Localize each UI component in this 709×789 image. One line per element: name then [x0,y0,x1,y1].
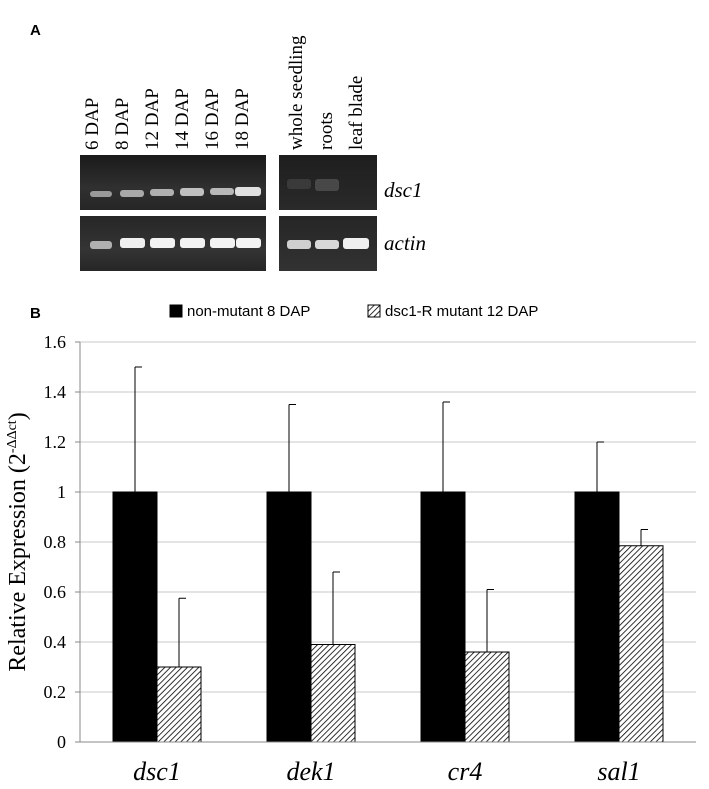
y-axis-label: Relative Expression (2-ΔΔct) [5,412,31,671]
band [180,188,204,196]
gene-label-dsc1: dsc1 [384,178,423,202]
band [235,187,261,196]
bar-non-mutant [112,491,158,743]
band [210,188,234,195]
y-tick-label: 1.2 [44,432,67,452]
band [180,238,205,248]
bar-non-mutant [266,491,312,743]
y-tick-label: 0.8 [44,532,67,552]
bar-mutant [464,651,510,743]
band [287,240,311,249]
bar-mutant [618,545,664,743]
legend-swatch [169,304,183,318]
band [120,190,144,197]
gel-actin-left [80,216,266,271]
x-category-label: sal1 [597,757,640,786]
y-tick-label: 0.4 [44,632,67,652]
y-tick-label: 1.4 [44,382,67,402]
band [343,238,369,249]
gel-actin-right [279,216,377,271]
y-tick-label: 1 [57,482,66,502]
legend-swatch [367,304,381,318]
band [315,240,339,249]
band [150,189,174,196]
panel-a-label: A [30,22,41,39]
gel-dsc1-left [80,155,266,210]
y-tick-label: 0 [57,732,66,752]
band [90,191,112,197]
band [90,241,112,249]
band [287,179,311,189]
band [315,179,339,191]
gel-dsc1-right [279,155,377,210]
x-category-label: dsc1 [133,757,181,786]
bar-mutant [310,644,356,743]
x-category-label: cr4 [448,757,483,786]
bars [112,366,664,743]
legend-label: dsc1-R mutant 12 DAP [385,303,538,320]
gene-label-actin: actin [384,231,426,255]
band [150,238,175,248]
band [210,238,235,248]
y-tick-label: 1.6 [44,332,67,352]
bar-non-mutant [420,491,466,743]
y-tick-label: 0.2 [44,682,67,702]
chart-legend: non-mutant 8 DAP dsc1-R mutant 12 DAP [169,303,538,320]
bar-mutant [156,666,202,743]
axes: 0 0.2 0.4 0.6 0.8 1 1.2 1.4 1.6 dsc1 dek1 cr4 sal1 Re… [5,332,696,786]
band [236,238,261,248]
y-tick-label: 0.6 [44,582,67,602]
bar-non-mutant [574,491,620,743]
legend-label: non-mutant 8 DAP [187,303,310,320]
panel-b-label: B [30,305,41,322]
band [120,238,145,248]
x-category-label: dek1 [286,757,335,786]
